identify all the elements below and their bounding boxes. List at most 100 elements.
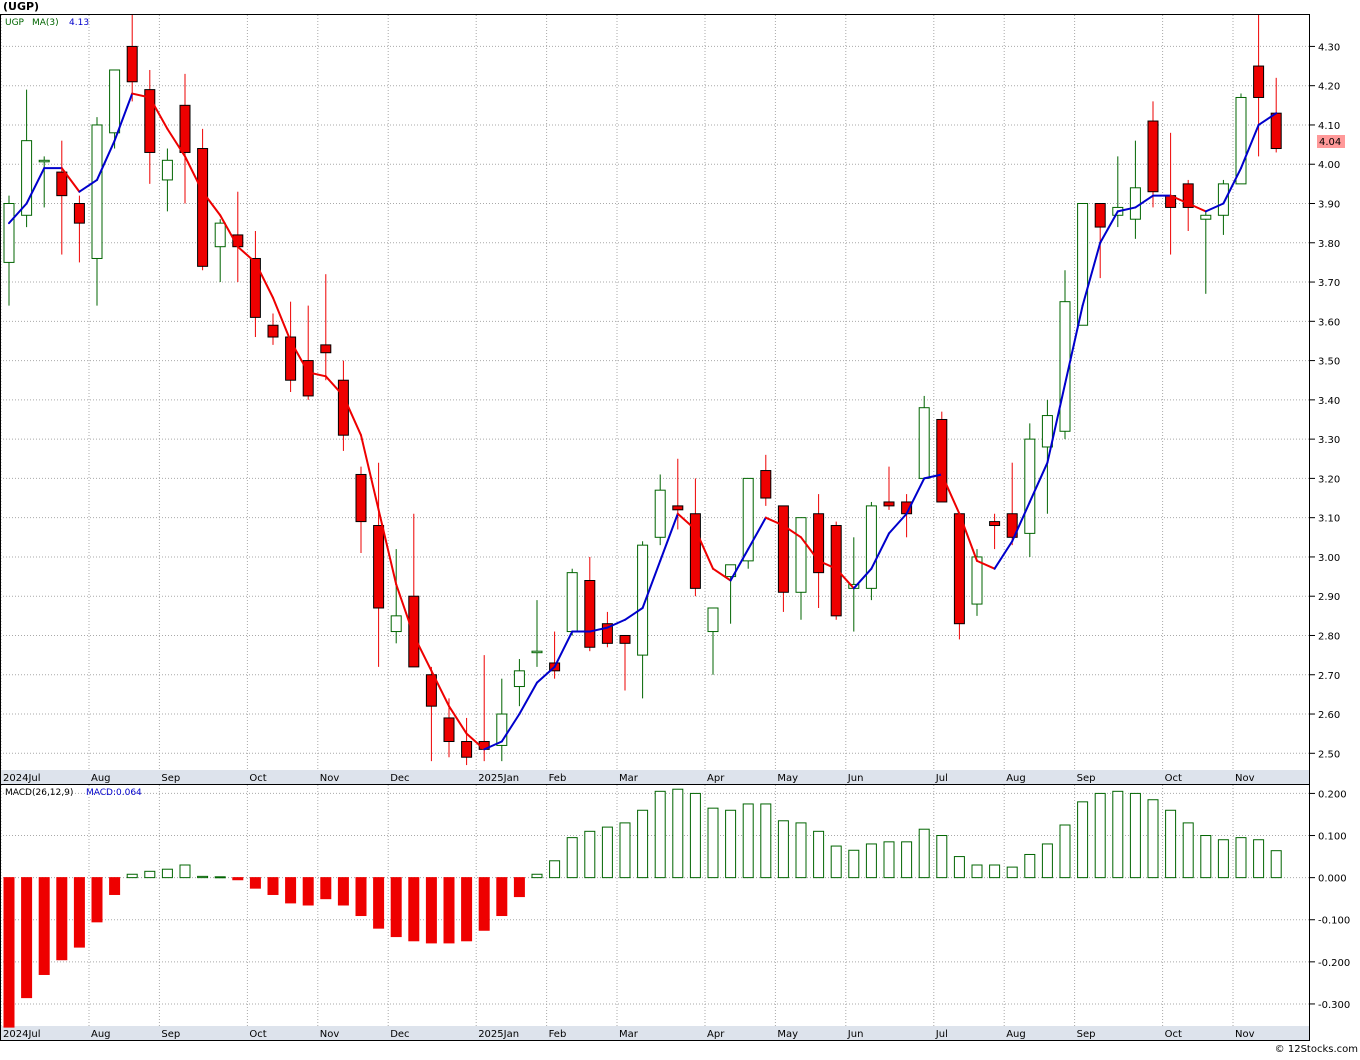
chart-title: (UGP) [3,0,39,13]
ma3-segment [835,567,855,590]
macd-bar-negative [38,877,50,975]
macd-bar-positive [197,875,209,879]
macd-bar-positive [1235,837,1247,879]
candle-down [320,344,332,354]
macd-x-label: May [777,1029,798,1040]
price-x-label: Sep [161,773,180,784]
price-x-label: Mar [619,773,639,784]
ma3-segment [800,536,820,562]
candle-down [1094,203,1106,228]
candle-down [953,513,965,625]
ma3-segment [236,245,257,264]
price-ytick-label: 3.30 [1318,435,1340,446]
ma3-segment [624,606,644,621]
ma3-segment [8,202,28,225]
macd-bar-positive [689,792,701,879]
price-ytick-label: 3.40 [1318,396,1340,407]
macd-bar-negative [337,877,349,906]
price-ytick-label: 3.10 [1318,514,1340,525]
macd-bar-positive [1077,801,1089,879]
price-ytick-label: 3.60 [1318,317,1340,328]
candle-down [197,148,209,267]
candle-down [144,89,156,153]
candle-up [1129,187,1141,220]
candle-down [619,634,631,644]
candle-up [38,159,50,163]
macd-x-label: Nov [320,1029,340,1040]
price-x-label: Oct [1165,773,1182,784]
candle-up [1217,183,1229,216]
ma3-segment [25,167,46,205]
macd-bar-positive [1129,792,1141,879]
macd-bar-negative [109,877,121,895]
ma3-segment [272,296,292,342]
macd-bar-positive [549,860,561,879]
macd-bar-positive [742,803,754,879]
candle-down [126,45,138,83]
ma3-segment [500,713,521,743]
price-ytick-label: 4.20 [1318,82,1340,93]
ma3-segment [747,516,767,551]
candle-down [179,104,191,153]
ma3-segment [483,740,503,751]
macd-bar-negative [3,877,15,1028]
candle-up [109,69,121,134]
candle-up [918,407,930,479]
candle-up [21,140,33,216]
ma3-segment [412,634,433,672]
candle-up [707,607,719,633]
ma3-segment [342,394,362,437]
ma3-segment [923,473,943,480]
macd-bar-positive [1182,822,1194,879]
macd-panel-frame [0,784,1310,1041]
ma3-segment [782,524,802,539]
ma3-segment [1204,202,1225,213]
candle-down [302,360,314,397]
candle-down [689,513,701,589]
credit-label: © 12Stocks.com [1275,1044,1358,1055]
ma3-segment [1187,202,1207,213]
ma3-segment [360,434,380,511]
candle-up [496,713,508,746]
macd-x-axis-band [0,1026,1310,1040]
macd-bar-positive [865,843,877,879]
price-x-label: Jul [935,773,948,784]
macd-bar-negative [443,877,455,944]
price-ytick-label: 3.00 [1318,553,1340,564]
macd-bar-positive [830,845,842,879]
macd-bar-negative [478,877,490,931]
macd-bar-negative [355,877,367,917]
macd-ytick-label: 0.000 [1318,874,1347,885]
ma3-segment [518,681,538,716]
macd-bar-negative [496,877,508,917]
candle-up [1024,438,1036,534]
candle-up [91,124,103,259]
macd-x-label: Dec [390,1029,409,1040]
ma3-segment [131,92,151,99]
ma3-segment [870,532,890,570]
macd-bar-positive [1059,824,1071,879]
macd-bar-negative [232,877,244,881]
price-x-label: Apr [707,773,725,784]
price-ytick-label: 3.70 [1318,278,1340,289]
macd-bar-negative [285,877,297,904]
macd-x-label: Oct [1165,1029,1182,1040]
macd-x-label: Aug [1006,1029,1026,1040]
ma3-segment [324,375,345,397]
candle-down [584,580,596,648]
last-price-badge [1317,135,1345,148]
candle-down [760,470,772,499]
candle-up [513,670,525,688]
price-ytick-label: 2.90 [1318,592,1340,603]
macd-bar-positive [1006,866,1018,879]
ma3-segment [1134,194,1154,209]
price-x-label: Aug [91,773,111,784]
price-x-axis-band [0,770,1310,784]
candle-down [777,505,789,593]
price-ytick-label: 2.70 [1318,671,1340,682]
macd-x-label: Sep [161,1029,180,1040]
candle-down [672,505,684,511]
ma3-segment [729,548,750,582]
macd-bar-negative [390,877,402,938]
